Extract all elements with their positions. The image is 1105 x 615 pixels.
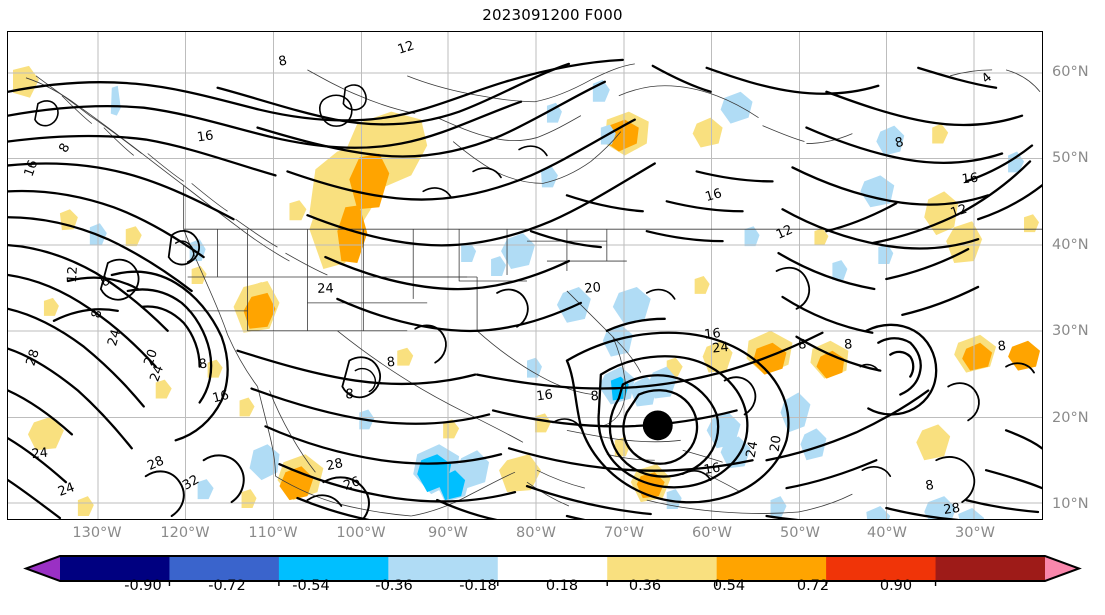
- svg-text:8: 8: [997, 339, 1007, 355]
- svg-text:16: 16: [704, 326, 722, 343]
- colorbar-tick-label-1: -0.72: [208, 578, 246, 594]
- svg-text:8: 8: [924, 478, 935, 494]
- svg-text:12: 12: [949, 202, 969, 221]
- map-panel[interactable]: 12 8 16 8 16 12 8 8 24 20 24 28 16 8 24 …: [7, 31, 1043, 520]
- svg-text:8: 8: [56, 141, 73, 156]
- colorbar-tick-label-0: -0.90: [124, 578, 162, 594]
- svg-text:28: 28: [943, 501, 961, 518]
- lat-label-20n: 20°N: [1052, 410, 1089, 426]
- svg-text:28: 28: [145, 453, 166, 473]
- lon-label-40w: 40°W: [866, 525, 908, 541]
- colorbar-band-0: [60, 556, 171, 581]
- coastline-border-layer: [25, 63, 1042, 517]
- colorbar-tick-label-6: 0.36: [628, 578, 662, 594]
- colorbar-outline: [23, 555, 1082, 582]
- colorbar-band-5: [607, 556, 718, 581]
- colorbar-tick-label-3: -0.36: [375, 578, 413, 594]
- svg-text:8: 8: [798, 337, 807, 353]
- svg-text:24: 24: [711, 340, 729, 357]
- svg-text:20: 20: [768, 434, 785, 452]
- svg-text:8: 8: [590, 389, 599, 405]
- svg-text:24: 24: [147, 363, 167, 384]
- colorbar-canvas: [23, 555, 1082, 586]
- svg-text:16: 16: [211, 388, 231, 407]
- svg-text:12: 12: [65, 266, 81, 283]
- lon-label-100w: 100°W: [336, 525, 386, 541]
- colorbar-tick-label-7: 0.54: [712, 578, 746, 594]
- lon-label-50w: 50°W: [779, 525, 821, 541]
- lat-label-30n: 30°N: [1052, 323, 1089, 339]
- lon-label-120w: 120°W: [160, 525, 210, 541]
- colorbar-tick-label-5: 0.18: [545, 578, 579, 594]
- svg-text:20: 20: [141, 347, 161, 368]
- svg-text:8: 8: [198, 356, 209, 372]
- lon-label-60w: 60°W: [691, 525, 733, 541]
- colorbar-tick-label-2: -0.54: [292, 578, 330, 594]
- svg-text:32: 32: [180, 472, 202, 493]
- colorbar-band-4: [497, 556, 608, 581]
- lat-label-10n: 10°N: [1052, 496, 1089, 512]
- svg-text:26: 26: [342, 474, 363, 494]
- colorbar-tick-label-9: 0.90: [879, 578, 913, 594]
- svg-text:24: 24: [317, 281, 334, 297]
- colorbar-tick-label-4: -0.18: [459, 578, 497, 594]
- svg-text:8: 8: [844, 337, 853, 353]
- colorbar-bands: [26, 556, 1079, 581]
- svg-text:16: 16: [22, 158, 42, 179]
- svg-text:8: 8: [345, 388, 353, 403]
- colorbar-over-arrow: [1045, 556, 1079, 581]
- svg-text:12: 12: [396, 38, 416, 57]
- svg-text:16: 16: [535, 387, 553, 404]
- colorbar-band-7: [826, 556, 937, 581]
- colorbar-band-2: [278, 556, 389, 581]
- svg-text:24: 24: [56, 480, 77, 500]
- svg-text:16: 16: [196, 128, 214, 145]
- lon-label-130w: 130°W: [72, 525, 122, 541]
- colorbar-under-arrow: [26, 556, 60, 581]
- svg-text:24: 24: [744, 440, 762, 459]
- svg-text:16: 16: [703, 461, 722, 479]
- colorbar-ticks: [168, 581, 937, 586]
- svg-text:8: 8: [89, 308, 105, 319]
- svg-text:28: 28: [23, 348, 42, 368]
- lat-label-60n: 60°N: [1052, 64, 1089, 80]
- colorbar-band-3: [388, 556, 499, 581]
- svg-text:8: 8: [277, 53, 288, 69]
- contour-label-layer: 12 8 16 8 16 12 8 8 24 20 24 28 16 8 24 …: [22, 38, 1007, 518]
- lon-label-70w: 70°W: [603, 525, 645, 541]
- svg-text:28: 28: [325, 456, 344, 474]
- map-canvas: 12 8 16 8 16 12 8 8 24 20 24 28 16 8 24 …: [8, 32, 1042, 519]
- lon-label-110w: 110°W: [248, 525, 298, 541]
- svg-text:8: 8: [386, 355, 396, 371]
- lon-label-30w: 30°W: [954, 525, 996, 541]
- colorbar-tick-label-8: 0.72: [796, 578, 830, 594]
- svg-text:24: 24: [31, 446, 49, 463]
- svg-text:24: 24: [105, 328, 124, 348]
- svg-text:16: 16: [961, 171, 979, 188]
- svg-text:16: 16: [704, 186, 724, 205]
- colorbar-band-6: [716, 556, 827, 581]
- lat-label-40n: 40°N: [1052, 237, 1089, 253]
- colorbar-band-1: [169, 556, 280, 581]
- contour-line-layer: [8, 58, 1042, 519]
- lat-label-50n: 50°N: [1052, 150, 1089, 166]
- svg-text:20: 20: [584, 280, 602, 297]
- colorbar-band-8: [935, 556, 1046, 581]
- colorbar[interactable]: -0.90 -0.72 -0.54 -0.36 -0.18 0.18 0.36 …: [0, 548, 1105, 615]
- page-title: 2023091200 F000: [482, 6, 623, 24]
- graticule-gridlines: [8, 32, 1042, 519]
- lon-label-80w: 80°W: [515, 525, 557, 541]
- svg-text:12: 12: [774, 222, 795, 242]
- lon-label-90w: 90°W: [427, 525, 469, 541]
- svg-text:8: 8: [894, 135, 906, 152]
